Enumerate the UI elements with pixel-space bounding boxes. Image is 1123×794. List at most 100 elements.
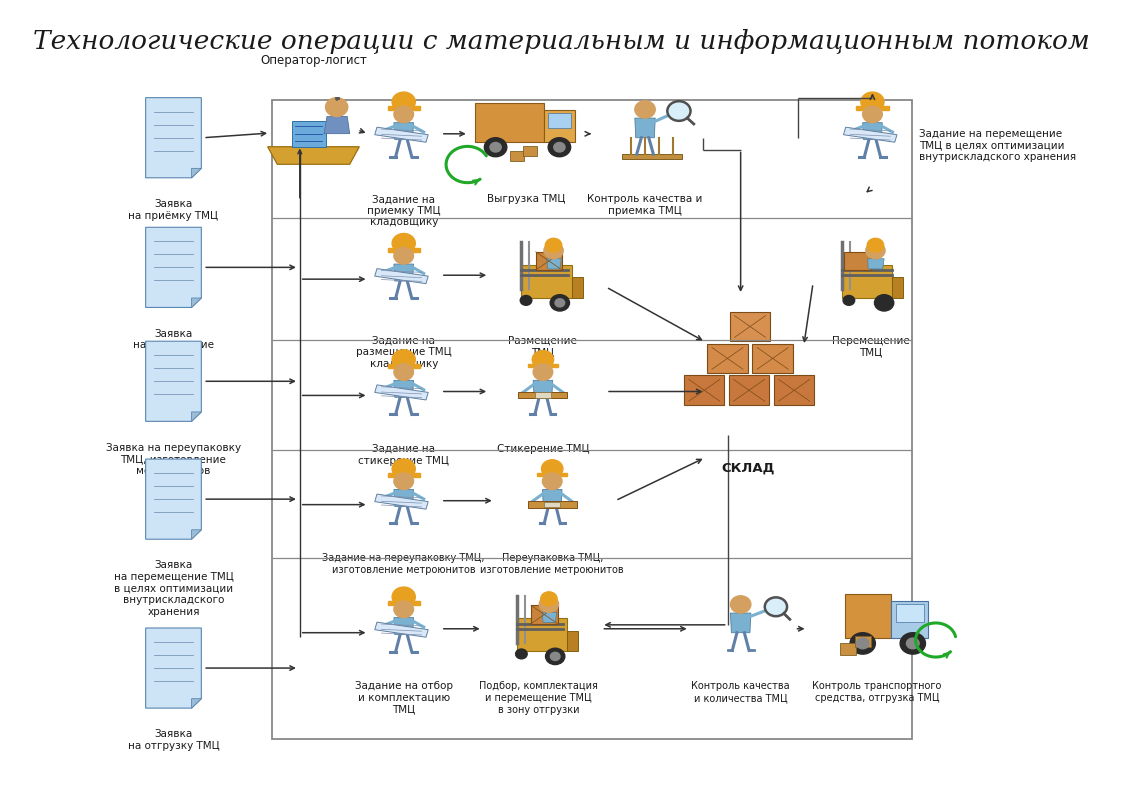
Polygon shape: [325, 117, 349, 133]
Text: Оператор-логист: Оператор-логист: [261, 54, 367, 67]
Text: Задание на перемещение
ТМЦ в целях оптимизации
внутрискладского хранения: Задание на перемещение ТМЦ в целях оптим…: [919, 129, 1076, 162]
Circle shape: [392, 350, 416, 369]
Bar: [545, 502, 560, 507]
Circle shape: [394, 106, 413, 122]
Circle shape: [392, 587, 416, 607]
Circle shape: [490, 142, 501, 152]
Polygon shape: [192, 530, 201, 539]
Polygon shape: [545, 110, 575, 142]
Bar: [536, 252, 563, 270]
Polygon shape: [542, 612, 557, 622]
Circle shape: [634, 101, 655, 118]
Circle shape: [862, 106, 883, 122]
Circle shape: [550, 653, 560, 661]
Polygon shape: [634, 118, 655, 137]
Text: Задание на
стикерение ТМЦ: Задание на стикерение ТМЦ: [358, 444, 449, 466]
Text: Задание на
размещение ТМЦ
кладовщику: Задание на размещение ТМЦ кладовщику: [356, 336, 451, 369]
Polygon shape: [533, 380, 553, 396]
Polygon shape: [862, 122, 883, 140]
Text: Подбор, комплектация
и перемещение ТМЦ
в зону отгрузки: Подбор, комплектация и перемещение ТМЦ в…: [478, 681, 597, 715]
Polygon shape: [517, 619, 567, 651]
Text: Переупаковка ТМЦ,
изготовление метроюнитов: Переупаковка ТМЦ, изготовление метроюнит…: [481, 553, 624, 575]
Polygon shape: [394, 618, 413, 634]
Bar: [840, 643, 856, 654]
Polygon shape: [846, 594, 892, 638]
Bar: [387, 473, 420, 477]
Circle shape: [392, 459, 416, 479]
Polygon shape: [548, 113, 572, 128]
Circle shape: [515, 649, 527, 659]
Polygon shape: [895, 604, 924, 622]
Text: Задание на отбор
и комплектацию
ТМЦ: Задание на отбор и комплектацию ТМЦ: [355, 681, 453, 715]
Circle shape: [394, 248, 413, 264]
Polygon shape: [547, 259, 562, 269]
Circle shape: [850, 633, 875, 654]
Circle shape: [554, 142, 565, 152]
Polygon shape: [146, 341, 201, 422]
Text: Задание на
приемку ТМЦ
кладовщику: Задание на приемку ТМЦ кладовщику: [367, 195, 440, 228]
Bar: [774, 376, 814, 405]
Polygon shape: [267, 147, 359, 164]
Polygon shape: [375, 494, 428, 509]
Bar: [893, 277, 903, 298]
Bar: [856, 636, 871, 647]
Circle shape: [544, 242, 564, 259]
Polygon shape: [841, 265, 893, 298]
Circle shape: [326, 98, 348, 117]
Circle shape: [541, 460, 563, 478]
Polygon shape: [394, 380, 413, 397]
Polygon shape: [146, 98, 201, 178]
Polygon shape: [528, 501, 577, 507]
Circle shape: [394, 601, 413, 618]
Circle shape: [667, 101, 691, 121]
Circle shape: [866, 242, 885, 259]
Bar: [707, 344, 748, 373]
Text: Выгрузка ТМЦ: Выгрузка ТМЦ: [487, 195, 565, 204]
Circle shape: [550, 295, 569, 311]
Circle shape: [546, 238, 562, 252]
Polygon shape: [146, 227, 201, 307]
Polygon shape: [843, 127, 897, 142]
Bar: [387, 106, 420, 110]
Bar: [684, 376, 724, 405]
Text: Заявка
на отгрузку ТМЦ: Заявка на отгрузку ТМЦ: [128, 730, 219, 751]
Bar: [387, 248, 420, 252]
Text: Стикерение ТМЦ: Стикерение ТМЦ: [496, 444, 590, 454]
Text: Задание на переупаковку ТМЦ,
изготовление метроюнитов: Задание на переупаковку ТМЦ, изготовлени…: [322, 553, 485, 575]
Bar: [522, 145, 537, 156]
Polygon shape: [192, 699, 201, 708]
Polygon shape: [292, 121, 326, 147]
Polygon shape: [192, 168, 201, 178]
Polygon shape: [730, 613, 751, 633]
Text: Заявка на переупаковку
ТМЦ, изготовление
метроюнитов: Заявка на переупаковку ТМЦ, изготовление…: [106, 442, 241, 476]
Circle shape: [539, 596, 558, 612]
Circle shape: [540, 592, 557, 606]
Polygon shape: [394, 490, 413, 507]
Polygon shape: [475, 103, 545, 142]
Circle shape: [394, 473, 413, 490]
Text: Технологические операции с материальным и информационным потоком: Технологические операции с материальным …: [33, 29, 1090, 55]
Circle shape: [765, 597, 787, 616]
Bar: [567, 630, 578, 651]
Text: СКЛАД: СКЛАД: [721, 461, 775, 475]
Circle shape: [555, 299, 565, 307]
Bar: [730, 312, 770, 341]
Circle shape: [857, 638, 869, 649]
Bar: [387, 364, 420, 368]
Bar: [537, 473, 567, 476]
Polygon shape: [375, 127, 428, 142]
Text: Перемещение
ТМЦ: Перемещение ТМЦ: [832, 336, 910, 357]
Bar: [535, 392, 551, 398]
Text: Контроль качества и
приемка ТМЦ: Контроль качества и приемка ТМЦ: [587, 195, 703, 216]
Text: Заявка
на перемещение ТМЦ
в целях оптимизации
внутрискладского
хранения: Заявка на перемещение ТМЦ в целях оптими…: [113, 561, 234, 617]
Text: Контроль транспортного
средства, отгрузка ТМЦ: Контроль транспортного средства, отгрузк…: [812, 681, 942, 703]
Polygon shape: [868, 259, 884, 269]
Polygon shape: [192, 298, 201, 307]
Bar: [752, 344, 793, 373]
Polygon shape: [375, 268, 428, 283]
Circle shape: [394, 364, 413, 380]
Circle shape: [730, 596, 751, 613]
Circle shape: [533, 364, 553, 380]
Circle shape: [392, 92, 416, 112]
Bar: [387, 601, 420, 605]
